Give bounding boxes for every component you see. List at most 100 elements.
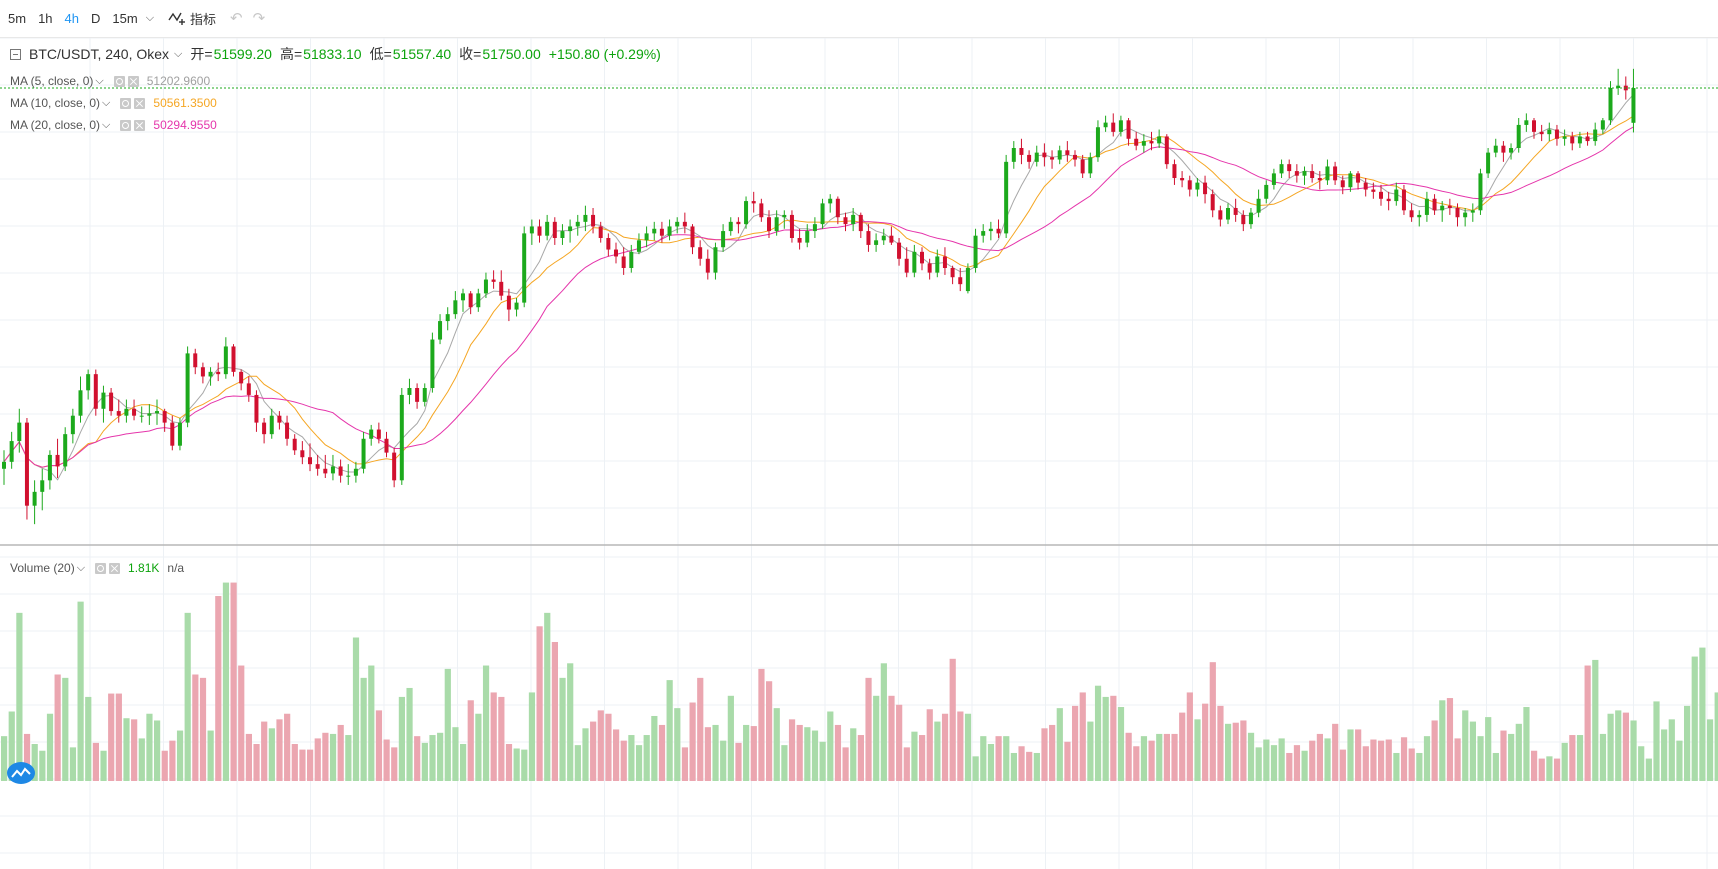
volume-bar <box>505 744 513 781</box>
ma10-dropdown-icon[interactable]: ⌵ <box>102 96 111 109</box>
candle-body <box>1134 138 1139 146</box>
ma5-visibility-icon[interactable] <box>113 75 125 87</box>
volume-bar <box>1194 719 1201 781</box>
candle-body <box>422 388 427 402</box>
ma10-remove-icon[interactable] <box>134 97 146 109</box>
candle-body <box>805 231 810 243</box>
volume-bar <box>490 692 497 781</box>
ma5-dropdown-icon[interactable]: ⌵ <box>95 74 104 87</box>
candle-body <box>965 268 970 292</box>
ma5-remove-icon[interactable] <box>127 75 139 87</box>
candle-body <box>40 480 45 492</box>
candle-body <box>958 277 963 285</box>
volume-bar <box>1010 752 1017 781</box>
volume-bar <box>651 715 658 781</box>
timeframe-5m[interactable]: 5m <box>8 10 27 26</box>
volume-bar <box>896 704 903 781</box>
candle-body <box>177 422 182 446</box>
volume-bar <box>1446 698 1454 781</box>
volume-bar <box>46 713 54 781</box>
high-value: 51833.10 <box>303 46 362 62</box>
candle-body <box>1103 122 1108 128</box>
volume-bar <box>1492 752 1499 781</box>
volume-legend: Volume (20) ⌵ 1.81K n/a <box>10 561 184 575</box>
ma20-remove-icon[interactable] <box>134 119 146 131</box>
candle-body <box>1042 152 1047 158</box>
candle-body <box>132 408 137 416</box>
timeframe-dropdown-icon[interactable]: ⌵ <box>145 11 155 24</box>
candle-body <box>843 217 848 225</box>
candle-body <box>461 293 465 301</box>
volume-name[interactable]: Volume (20) <box>10 561 75 575</box>
indicators-button[interactable]: 指标 <box>168 9 216 28</box>
volume-bar <box>758 668 765 781</box>
candle-body <box>514 302 519 310</box>
volume-bar <box>1355 729 1362 781</box>
candle-body <box>1470 210 1475 213</box>
ma-line-10 <box>3 115 1634 468</box>
volume-visibility-icon[interactable] <box>95 562 107 574</box>
volume-bar <box>1003 736 1010 781</box>
ma20-visibility-icon[interactable] <box>120 119 132 131</box>
volume-bar <box>1072 705 1079 781</box>
volume-bar <box>620 740 627 781</box>
volume-bar <box>1531 750 1538 781</box>
volume-bar <box>192 674 199 781</box>
candle-body <box>1065 150 1070 155</box>
volume-bar <box>1378 740 1385 781</box>
volume-bar <box>131 719 138 781</box>
timeframe-d[interactable]: D <box>91 10 101 26</box>
candle-body <box>1424 198 1429 215</box>
ma20-value: 50294.9550 <box>153 118 217 132</box>
timeframe-4h[interactable]: 4h <box>64 10 79 26</box>
volume-bar <box>1416 752 1423 781</box>
symbol-dropdown-icon[interactable]: ⌵ <box>174 47 183 60</box>
ma20-name[interactable]: MA (20, close, 0) <box>10 118 101 132</box>
volume-bar <box>819 741 826 781</box>
candle-body <box>1126 120 1131 139</box>
candle-body <box>1356 173 1361 183</box>
open-label: 开= <box>190 46 213 62</box>
volume-remove-icon[interactable] <box>109 562 121 574</box>
candle-body <box>93 374 98 409</box>
timeframe-15m[interactable]: 15m <box>112 10 138 26</box>
volume-bar <box>176 730 184 781</box>
volume-bar <box>383 739 390 781</box>
candle-body <box>996 228 1001 234</box>
candle-body <box>835 198 840 218</box>
volume-bar <box>743 724 750 781</box>
collapse-icon[interactable] <box>10 48 21 60</box>
ma5-name[interactable]: MA (5, close, 0) <box>10 74 94 88</box>
volume-bar <box>1576 735 1584 781</box>
candle-body <box>1141 141 1146 146</box>
volume-bar <box>1661 729 1668 781</box>
volume-bar <box>108 693 115 781</box>
candle-body <box>1333 166 1338 181</box>
ma20-dropdown-icon[interactable]: ⌵ <box>102 118 111 131</box>
undo-icon[interactable]: ↶ <box>230 10 243 27</box>
volume-bar <box>482 665 490 781</box>
volume-bar <box>1684 705 1691 781</box>
ma-line-5 <box>3 94 1634 481</box>
candle-body <box>1019 148 1024 155</box>
volume-bar <box>238 665 245 781</box>
volume-bar <box>1186 692 1193 781</box>
price-chart[interactable] <box>0 38 1718 869</box>
ma10-visibility-icon[interactable] <box>120 97 132 109</box>
timeframe-1h[interactable]: 1h <box>38 10 53 26</box>
volume-dropdown-icon[interactable]: ⌵ <box>76 561 86 574</box>
candle-body <box>1195 182 1200 190</box>
volume-bar <box>1094 685 1102 781</box>
candle-body <box>193 353 198 368</box>
candle-body <box>851 214 856 225</box>
candle-body <box>483 279 488 294</box>
redo-icon[interactable]: ↷ <box>252 10 266 27</box>
symbol-label[interactable]: BTC/USDT, 240, Okex <box>29 46 170 62</box>
tradingview-logo-icon[interactable] <box>7 762 35 784</box>
volume-bar <box>391 747 398 781</box>
candle-body <box>797 238 802 243</box>
candle-body <box>147 413 152 416</box>
volume-bar <box>735 742 742 781</box>
volume-bar <box>827 711 834 781</box>
ma10-name[interactable]: MA (10, close, 0) <box>10 96 101 110</box>
